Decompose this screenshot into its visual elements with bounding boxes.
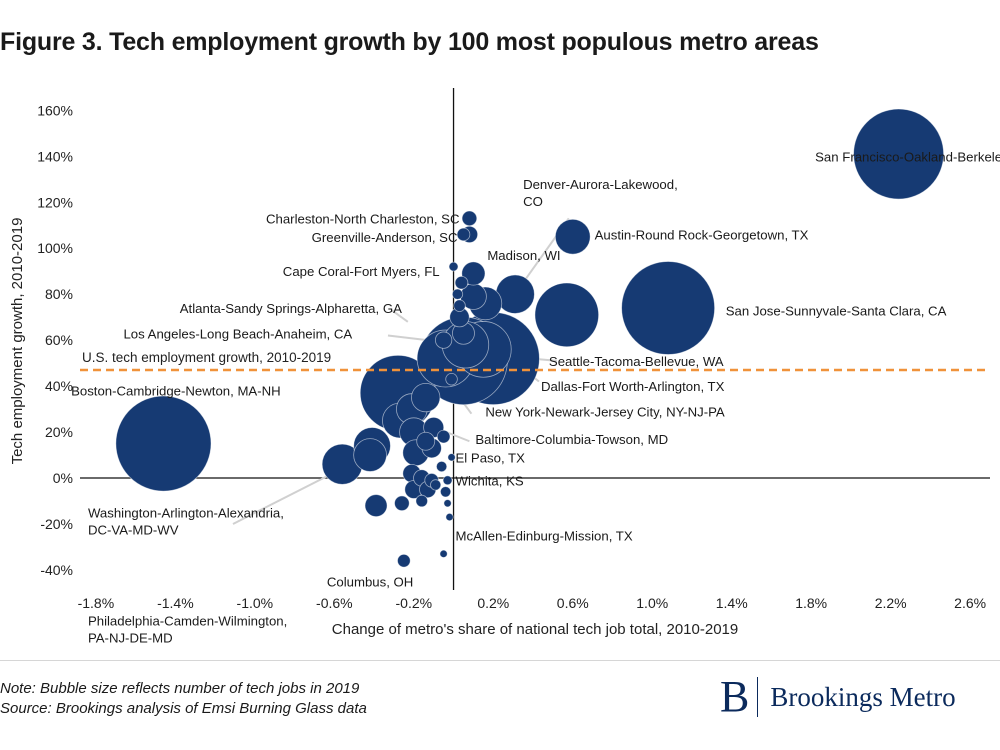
bubble-point: El Paso, TX bbox=[447, 453, 456, 462]
metro-label: Cape Coral-Fort Myers, FL bbox=[283, 264, 440, 279]
y-tick-label: 0% bbox=[53, 470, 73, 486]
y-tick-label: 120% bbox=[37, 194, 73, 210]
x-axis-title: Change of metro's share of national tech… bbox=[332, 621, 738, 638]
metro-label: PA-NJ-DE-MD bbox=[88, 630, 173, 645]
annotation-labels: San Francisco-Oakland-Berkeley, CA Denver… bbox=[71, 149, 1000, 645]
x-tick-label: -0.2% bbox=[396, 595, 433, 611]
bubbles: Washington-Arlington-Alexandria, DC-VA-M… bbox=[115, 108, 945, 568]
y-axis-title: Tech employment growth, 2010-2019 bbox=[9, 218, 26, 465]
bubble-point: McAllen-Edinburg-Mission, TX bbox=[445, 512, 454, 522]
bubble-point bbox=[445, 372, 458, 386]
bubble-point bbox=[439, 486, 452, 498]
note-text: Note: Bubble size reflects number of tec… bbox=[0, 680, 360, 697]
metro-label: Philadelphia-Camden-Wilmington, bbox=[88, 613, 287, 628]
bubble-point: San Francisco-Oakland-Berkeley, CA bbox=[853, 108, 945, 200]
x-tick-label: -1.8% bbox=[78, 595, 115, 611]
metro-label: Washington-Arlington-Alexandria, bbox=[88, 505, 284, 520]
bubble-point: Charleston-North Charleston, SC bbox=[461, 210, 478, 227]
metro-label: DC-VA-MD-WV bbox=[88, 522, 179, 537]
bubble-point: Denver-Aurora-Lakewood, CO bbox=[495, 274, 535, 314]
y-tick-label: 160% bbox=[37, 102, 73, 118]
reference-line-layer: U.S. tech employment growth, 2010-2019 bbox=[80, 350, 990, 372]
y-tick-label: 140% bbox=[37, 148, 73, 164]
leader-line bbox=[391, 309, 409, 323]
y-tick-label: 20% bbox=[45, 424, 73, 440]
chart-title: Figure 3. Tech employment growth by 100 … bbox=[0, 28, 819, 56]
source-text: Source: Brookings analysis of Emsi Burni… bbox=[0, 700, 367, 717]
x-tick-label: 2.6% bbox=[954, 595, 986, 611]
axes-layer: -40% -20% 0% 20% 40% 60% 80% 100% 120% 140% 160% -1… bbox=[9, 88, 990, 638]
brookings-logo: B Brookings Metro bbox=[720, 672, 956, 722]
bubble-point bbox=[415, 494, 428, 508]
bubble-point bbox=[534, 282, 600, 348]
bubble-point: Cape Coral-Fort Myers, FL bbox=[448, 261, 459, 272]
x-tick-label: 1.8% bbox=[795, 595, 827, 611]
metro-label: Atlanta-Sandy Springs-Alpharetta, GA bbox=[180, 301, 402, 316]
metro-label: El Paso, TX bbox=[456, 450, 526, 465]
metro-label: McAllen-Edinburg-Mission, TX bbox=[456, 528, 633, 543]
footer-divider bbox=[0, 660, 1000, 661]
y-tick-label: 80% bbox=[45, 286, 73, 302]
metro-label: Madison, WI bbox=[487, 248, 560, 263]
bubble-point: San Jose-Sunnyvale-Santa Clara, CA bbox=[621, 261, 716, 355]
metro-label: New York-Newark-Jersey City, NY-NJ-PA bbox=[485, 404, 725, 419]
metro-label: Columbus, OH bbox=[327, 574, 413, 589]
metro-label: Seattle-Tacoma-Bellevue, WA bbox=[549, 354, 724, 369]
bubble-point bbox=[436, 460, 448, 473]
x-tick-label: 1.0% bbox=[636, 595, 668, 611]
bubble-chart: -40% -20% 0% 20% 40% 60% 80% 100% 120% 140% 160% -1… bbox=[9, 88, 1000, 645]
metro-label: Charleston-North Charleston, SC bbox=[266, 211, 460, 226]
bubble-point bbox=[416, 431, 436, 451]
bubble-point bbox=[454, 275, 469, 290]
metro-label: CO bbox=[523, 194, 543, 209]
reference-line-label: U.S. tech employment growth, 2010-2019 bbox=[82, 350, 331, 365]
bubble-point bbox=[434, 331, 453, 349]
x-tick-label: 0.2% bbox=[477, 595, 509, 611]
metro-label: Boston-Cambridge-Newton, MA-NH bbox=[71, 384, 281, 399]
bubble-point: Poughkeepsie-Newburgh-Middletown, NY bbox=[397, 553, 411, 568]
bubble-point: Columbus, OH bbox=[364, 494, 388, 518]
bubble-point: Wichita, KS bbox=[442, 475, 453, 486]
bubble-point bbox=[411, 382, 441, 413]
x-tick-label: -1.4% bbox=[157, 595, 194, 611]
y-tick-label: -20% bbox=[40, 516, 73, 532]
bubble-point: Washington-Arlington-Alexandria, DC-VA-M… bbox=[115, 395, 212, 492]
x-tick-label: 1.4% bbox=[716, 595, 748, 611]
footnote: Note: Bubble size reflects number of tec… bbox=[0, 679, 367, 719]
y-tick-label: 60% bbox=[45, 332, 73, 348]
y-tick-label: 40% bbox=[45, 378, 73, 394]
x-tick-label: 0.6% bbox=[557, 595, 589, 611]
bubble-point bbox=[451, 288, 464, 300]
metro-label: Austin-Round Rock-Georgetown, TX bbox=[595, 227, 809, 242]
bubble-point: Austin-Round Rock-Georgetown, TX bbox=[554, 218, 591, 255]
bubble-point bbox=[439, 549, 448, 558]
x-tick-label: -0.6% bbox=[316, 595, 353, 611]
metro-label: San Jose-Sunnyvale-Santa Clara, CA bbox=[726, 303, 947, 318]
bubble-point bbox=[394, 495, 410, 512]
brand-name: Brookings Metro bbox=[770, 681, 956, 712]
metro-label: Greenville-Anderson, SC bbox=[312, 230, 458, 245]
bubble-point bbox=[456, 227, 471, 242]
metro-label: San Francisco-Oakland-Berkeley, CA bbox=[815, 149, 1000, 164]
brand-mark: B bbox=[720, 672, 750, 721]
x-tick-label: 2.2% bbox=[875, 595, 907, 611]
metro-label: Dallas-Fort Worth-Arlington, TX bbox=[541, 379, 725, 394]
bubble-point bbox=[353, 438, 387, 472]
bubble-point bbox=[436, 429, 451, 444]
bubble-point bbox=[443, 499, 452, 508]
metro-label: Denver-Aurora-Lakewood, bbox=[523, 177, 678, 192]
bubble-point: Madison, WI bbox=[461, 261, 486, 286]
metro-label: Los Angeles-Long Beach-Anaheim, CA bbox=[123, 326, 352, 341]
metro-label: Wichita, KS bbox=[456, 473, 524, 488]
y-tick-label: 100% bbox=[37, 240, 73, 256]
y-tick-label: -40% bbox=[40, 562, 73, 578]
bubble-point bbox=[430, 479, 442, 491]
metro-label: Baltimore-Columbia-Towson, MD bbox=[475, 432, 668, 447]
x-tick-label: -1.0% bbox=[237, 595, 274, 611]
brand-separator bbox=[757, 677, 759, 717]
bubble-point bbox=[453, 299, 466, 312]
